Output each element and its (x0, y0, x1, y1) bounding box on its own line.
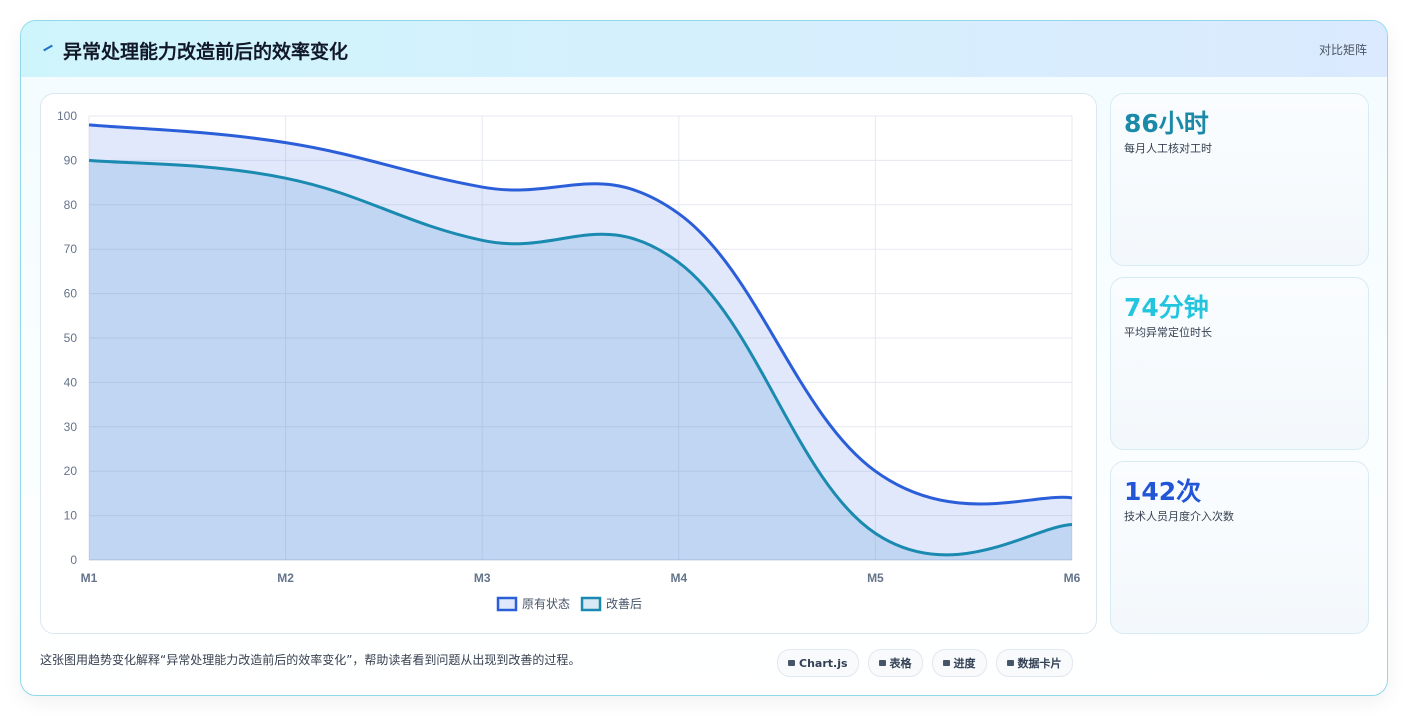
header-tag: 对比矩阵 (1318, 43, 1367, 57)
button-icon (788, 660, 795, 666)
chart: 0 10 20 30 40 50 60 70 80 90 100 M1 M2 M3 M4 M5 M6 原有状态 改善… (57, 109, 1081, 612)
line (88, 123, 1073, 506)
y-tick-label: 20 (64, 464, 78, 478)
y-tick-label: 0 (70, 553, 77, 567)
button-label: Chart.js (799, 656, 848, 670)
y-tick-label: 90 (64, 153, 78, 167)
button-icon (878, 660, 886, 666)
y-tick-label: 10 (64, 509, 78, 523)
y-tick-label: 50 (64, 331, 78, 345)
header-icon (43, 44, 53, 52)
footer-button[interactable]: 表格 (867, 649, 923, 677)
y-tick-label: 30 (64, 420, 78, 434)
button-icon (942, 660, 950, 666)
footer-button[interactable]: 进度 (931, 649, 987, 677)
legend-label: 改善后 (606, 596, 642, 611)
stat-value: 74分钟 (1124, 293, 1209, 322)
area (89, 124, 1072, 560)
chart-panel: 0 10 20 30 40 50 60 70 80 90 100 M1 M2 M3 M4 M5 M6 原有状态 改善… (40, 93, 1097, 634)
x-tick-label: M5 (867, 571, 884, 585)
stat-label: 平均异常定位时长 (1124, 326, 1212, 339)
y-tick-label: 80 (64, 198, 78, 212)
footer-button[interactable]: Chart.js (777, 649, 859, 677)
footer-buttons: Chart.js 表格 进度 数据卡片 (777, 649, 1073, 677)
x-tick-label: M2 (277, 571, 294, 585)
header-title: 异常处理能力改造前后的效率变化 (63, 41, 349, 63)
stat-label: 技术人员月度介入次数 (1124, 510, 1234, 523)
x-tick-label: M4 (670, 571, 687, 585)
area (89, 160, 1072, 560)
stat-card: 74分钟平均异常定位时长 (1110, 277, 1369, 450)
footer-note: 这张图用趋势变化解释“异常处理能力改造前后的效率变化”，帮助读者看到问题从出现到… (40, 653, 581, 667)
legend-swatch (580, 596, 602, 612)
x-tick-label: M1 (81, 571, 98, 585)
button-label: 表格 (889, 657, 912, 670)
header: 异常处理能力改造前后的效率变化 对比矩阵 (21, 21, 1387, 77)
footer-button[interactable]: 数据卡片 (995, 649, 1073, 677)
y-tick-label: 60 (64, 287, 78, 301)
y-tick-label: 40 (64, 375, 78, 389)
stat-card: 86小时每月人工核对工时 (1110, 93, 1369, 266)
button-label: 进度 (953, 657, 976, 670)
y-tick-label: 70 (64, 242, 78, 256)
line (88, 158, 1073, 557)
stat-label: 每月人工核对工时 (1124, 142, 1212, 155)
legend-swatch (496, 596, 518, 612)
legend-label: 原有状态 (522, 597, 570, 611)
stat-value: 142次 (1124, 477, 1202, 506)
x-tick-label: M6 (1064, 571, 1081, 585)
stat-value: 86小时 (1124, 109, 1209, 138)
stat-card: 142次技术人员月度介入次数 (1110, 461, 1369, 634)
dashboard-card: 异常处理能力改造前后的效率变化 对比矩阵 0 10 20 30 40 50 60 70 80 90… (20, 20, 1388, 696)
button-icon (1006, 660, 1014, 666)
x-tick-label: M3 (474, 571, 491, 585)
button-label: 数据卡片 (1017, 657, 1062, 670)
y-tick-label: 100 (57, 109, 77, 123)
